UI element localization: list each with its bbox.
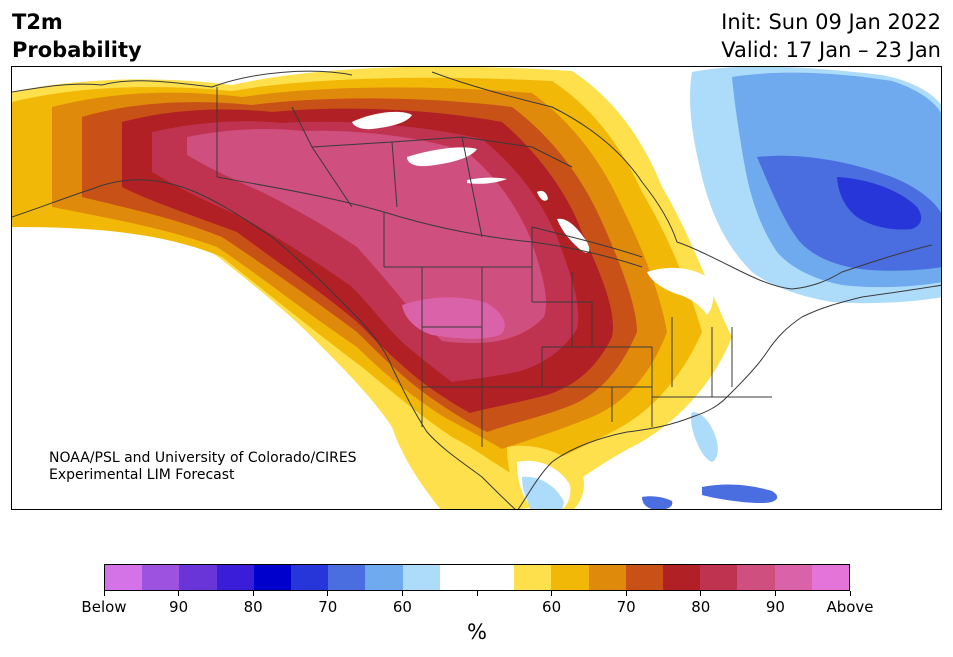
great-slave-lake: [407, 147, 477, 167]
title-variable: T2m: [12, 10, 63, 34]
colorbar-tick-label: 90: [169, 598, 189, 616]
colorbar-tick-mark: [252, 591, 254, 596]
colorbar-swatch: [365, 565, 403, 590]
band-cold-75: [757, 155, 941, 271]
band-mexico-cold-60: [522, 476, 564, 509]
colorbar-tick-mark: [401, 591, 403, 596]
colorbar-swatch: [439, 565, 478, 590]
colorbar-swatch: [700, 565, 738, 590]
colorbar-tick-label: 80: [243, 598, 263, 616]
colorbar-swatch: [477, 565, 515, 590]
lake-winnipeg: [557, 218, 590, 253]
colorbar-swatch: [291, 565, 329, 590]
warm-probability-bands: [12, 67, 732, 509]
colorbar-swatch: [253, 565, 292, 590]
colorbar-tick-mark: [327, 591, 329, 596]
colorbar-swatch: [105, 565, 143, 590]
colorbar-tick-label: 90: [765, 598, 785, 616]
colorbar-swatch: [663, 565, 701, 590]
init-date: Init: Sun 09 Jan 2022: [721, 10, 941, 34]
colorbar-tick-mark: [476, 591, 478, 596]
lake-athabasca: [467, 177, 507, 184]
colorbar-tick-label: Below: [81, 598, 127, 616]
colorbar-swatch: [142, 565, 180, 590]
forecast-map[interactable]: [11, 66, 942, 510]
valid-range: Valid: 17 Jan – 23 Jan: [721, 38, 941, 62]
colorbar-unit: %: [467, 620, 487, 644]
colorbar-swatch: [514, 565, 552, 590]
colorbar-tick-label: 80: [691, 598, 711, 616]
forecast-dates: Init: Sun 09 Jan 2022 Valid: 17 Jan – 23…: [721, 8, 941, 64]
band-warm-90: [187, 129, 547, 344]
reindeer-lake: [537, 190, 548, 201]
band-florida-60: [690, 412, 718, 462]
credit-org: NOAA/PSL and University of Colorado/CIRE…: [49, 450, 357, 466]
band-cuba-75: [702, 484, 778, 503]
colorbar-tick-mark: [103, 591, 105, 596]
colorbar-tick-mark: [551, 591, 553, 596]
colorbar-tick-label: 70: [318, 598, 338, 616]
colorbar-swatch: [811, 565, 850, 590]
colorbar-swatch: [216, 565, 254, 590]
cold-probability-bands: [642, 67, 941, 509]
colorbar-tick-label: 60: [542, 598, 562, 616]
map-title: T2m Probability: [12, 8, 142, 64]
colorbar-swatch: [179, 565, 217, 590]
state-province-lines: [216, 87, 653, 447]
map-credit: NOAA/PSL and University of Colorado/CIRE…: [49, 450, 357, 484]
colorbar-tick-label: 60: [392, 598, 412, 616]
colorbar-tick-mark: [625, 591, 627, 596]
canadian-territory-lines: [291, 106, 573, 238]
colorbar-tick-mark: [700, 591, 702, 596]
great-lakes: [647, 267, 714, 315]
colorbar-swatch: [737, 565, 775, 590]
northern-coastline: [12, 70, 933, 290]
credit-product: Experimental LIM Forecast: [49, 467, 235, 483]
colorbar-swatch: [551, 565, 589, 590]
colorbar-swatch: [402, 565, 440, 590]
band-warm-95: [402, 297, 505, 339]
band-cold-80: [837, 177, 922, 230]
interior-boundary-lines: [383, 211, 772, 398]
colorbar-tick-label: 70: [616, 598, 636, 616]
pacific-coastline: [12, 179, 516, 509]
probability-map-svg: [12, 67, 941, 509]
colorbar-swatch: [774, 565, 812, 590]
colorbar-swatch: [588, 565, 626, 590]
band-yucatan-75: [642, 496, 673, 509]
colorbar-swatch: [625, 565, 664, 590]
colorbar-swatch: [328, 565, 366, 590]
colorbar: [104, 564, 850, 591]
boundaries: [12, 70, 941, 509]
title-kind: Probability: [12, 38, 142, 62]
colorbar-tick-label: Above: [826, 598, 874, 616]
lakes: [352, 111, 714, 315]
colorbar-tick-mark: [774, 591, 776, 596]
colorbar-tick-mark: [178, 591, 180, 596]
colorbar-tick-mark: [849, 591, 851, 596]
great-bear-lake: [352, 111, 412, 130]
